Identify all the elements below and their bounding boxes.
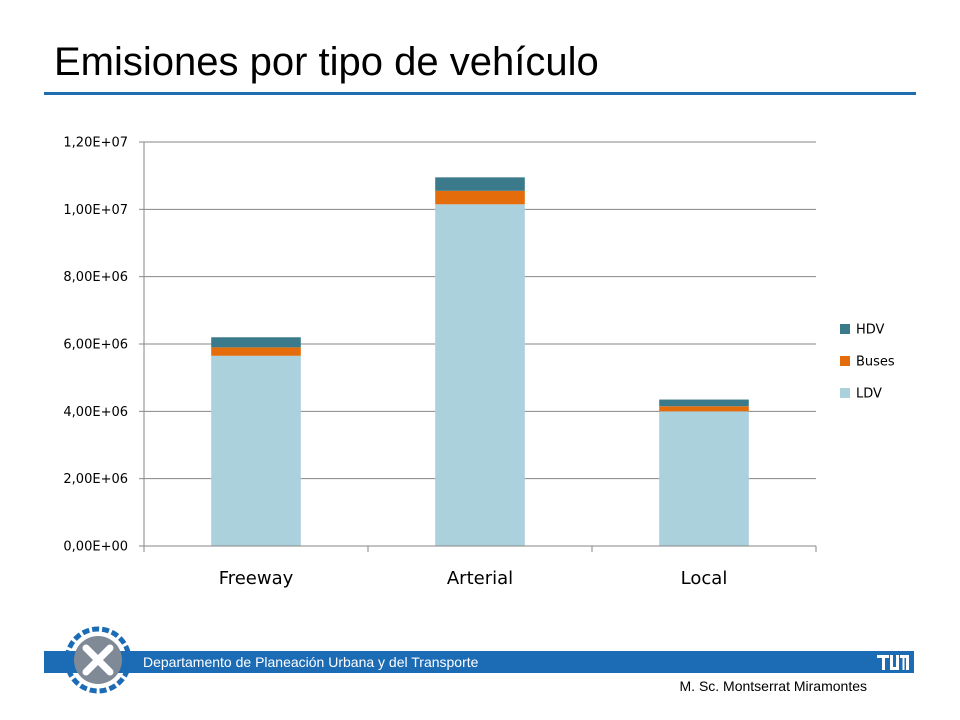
bar-hdv-freeway	[211, 337, 301, 348]
y-tick-label: 2,00E+06	[63, 472, 128, 487]
legend-label-ldv: LDV	[856, 387, 882, 402]
bar-hdv-local	[659, 399, 749, 407]
legend-swatch-ldv	[840, 388, 850, 398]
legend-swatch-hdv	[840, 324, 850, 334]
slide-title: Emisiones por tipo de vehículo	[54, 40, 599, 84]
axes	[139, 141, 817, 552]
x-category-label: Local	[681, 568, 728, 589]
y-tick-label: 1,00E+07	[63, 203, 128, 218]
legend: HDV Buses LDV	[840, 323, 895, 402]
y-tick-label: 6,00E+06	[63, 338, 128, 353]
x-category-label: Arterial	[447, 568, 513, 589]
department-logo-icon	[64, 626, 132, 694]
tick-labels: 0,00E+00 2,00E+06 4,00E+06 6,00E+06 8,00E+06…	[63, 136, 727, 590]
legend-label-buses: Buses	[856, 355, 895, 370]
bar-buses-arterial	[435, 190, 525, 205]
bar-ldv-freeway	[211, 355, 301, 546]
footer-band	[44, 651, 914, 673]
bars	[211, 177, 749, 547]
legend-label-hdv: HDV	[856, 323, 885, 338]
x-category-label: Freeway	[219, 568, 294, 589]
bar-hdv-arterial	[435, 177, 525, 191]
bar-buses-local	[659, 406, 749, 412]
author-name: M. Sc. Montserrat Miramontes	[679, 678, 868, 694]
legend-swatch-buses	[840, 356, 850, 366]
y-tick-label: 4,00E+06	[63, 405, 128, 420]
university-logo-icon	[877, 655, 909, 670]
bar-buses-freeway	[211, 347, 301, 356]
title-underline	[44, 92, 916, 95]
stacked-bar-chart: 0,00E+00 2,00E+06 4,00E+06 6,00E+06 8,00E+06…	[63, 136, 895, 590]
y-tick-label: 8,00E+06	[63, 270, 128, 285]
y-tick-label: 0,00E+00	[63, 540, 128, 555]
bar-ldv-local	[659, 411, 749, 546]
y-tick-label: 1,20E+07	[63, 136, 128, 151]
bar-ldv-arterial	[435, 204, 525, 547]
footer-department-text: Departamento de Planeación Urbana y del …	[143, 654, 479, 670]
